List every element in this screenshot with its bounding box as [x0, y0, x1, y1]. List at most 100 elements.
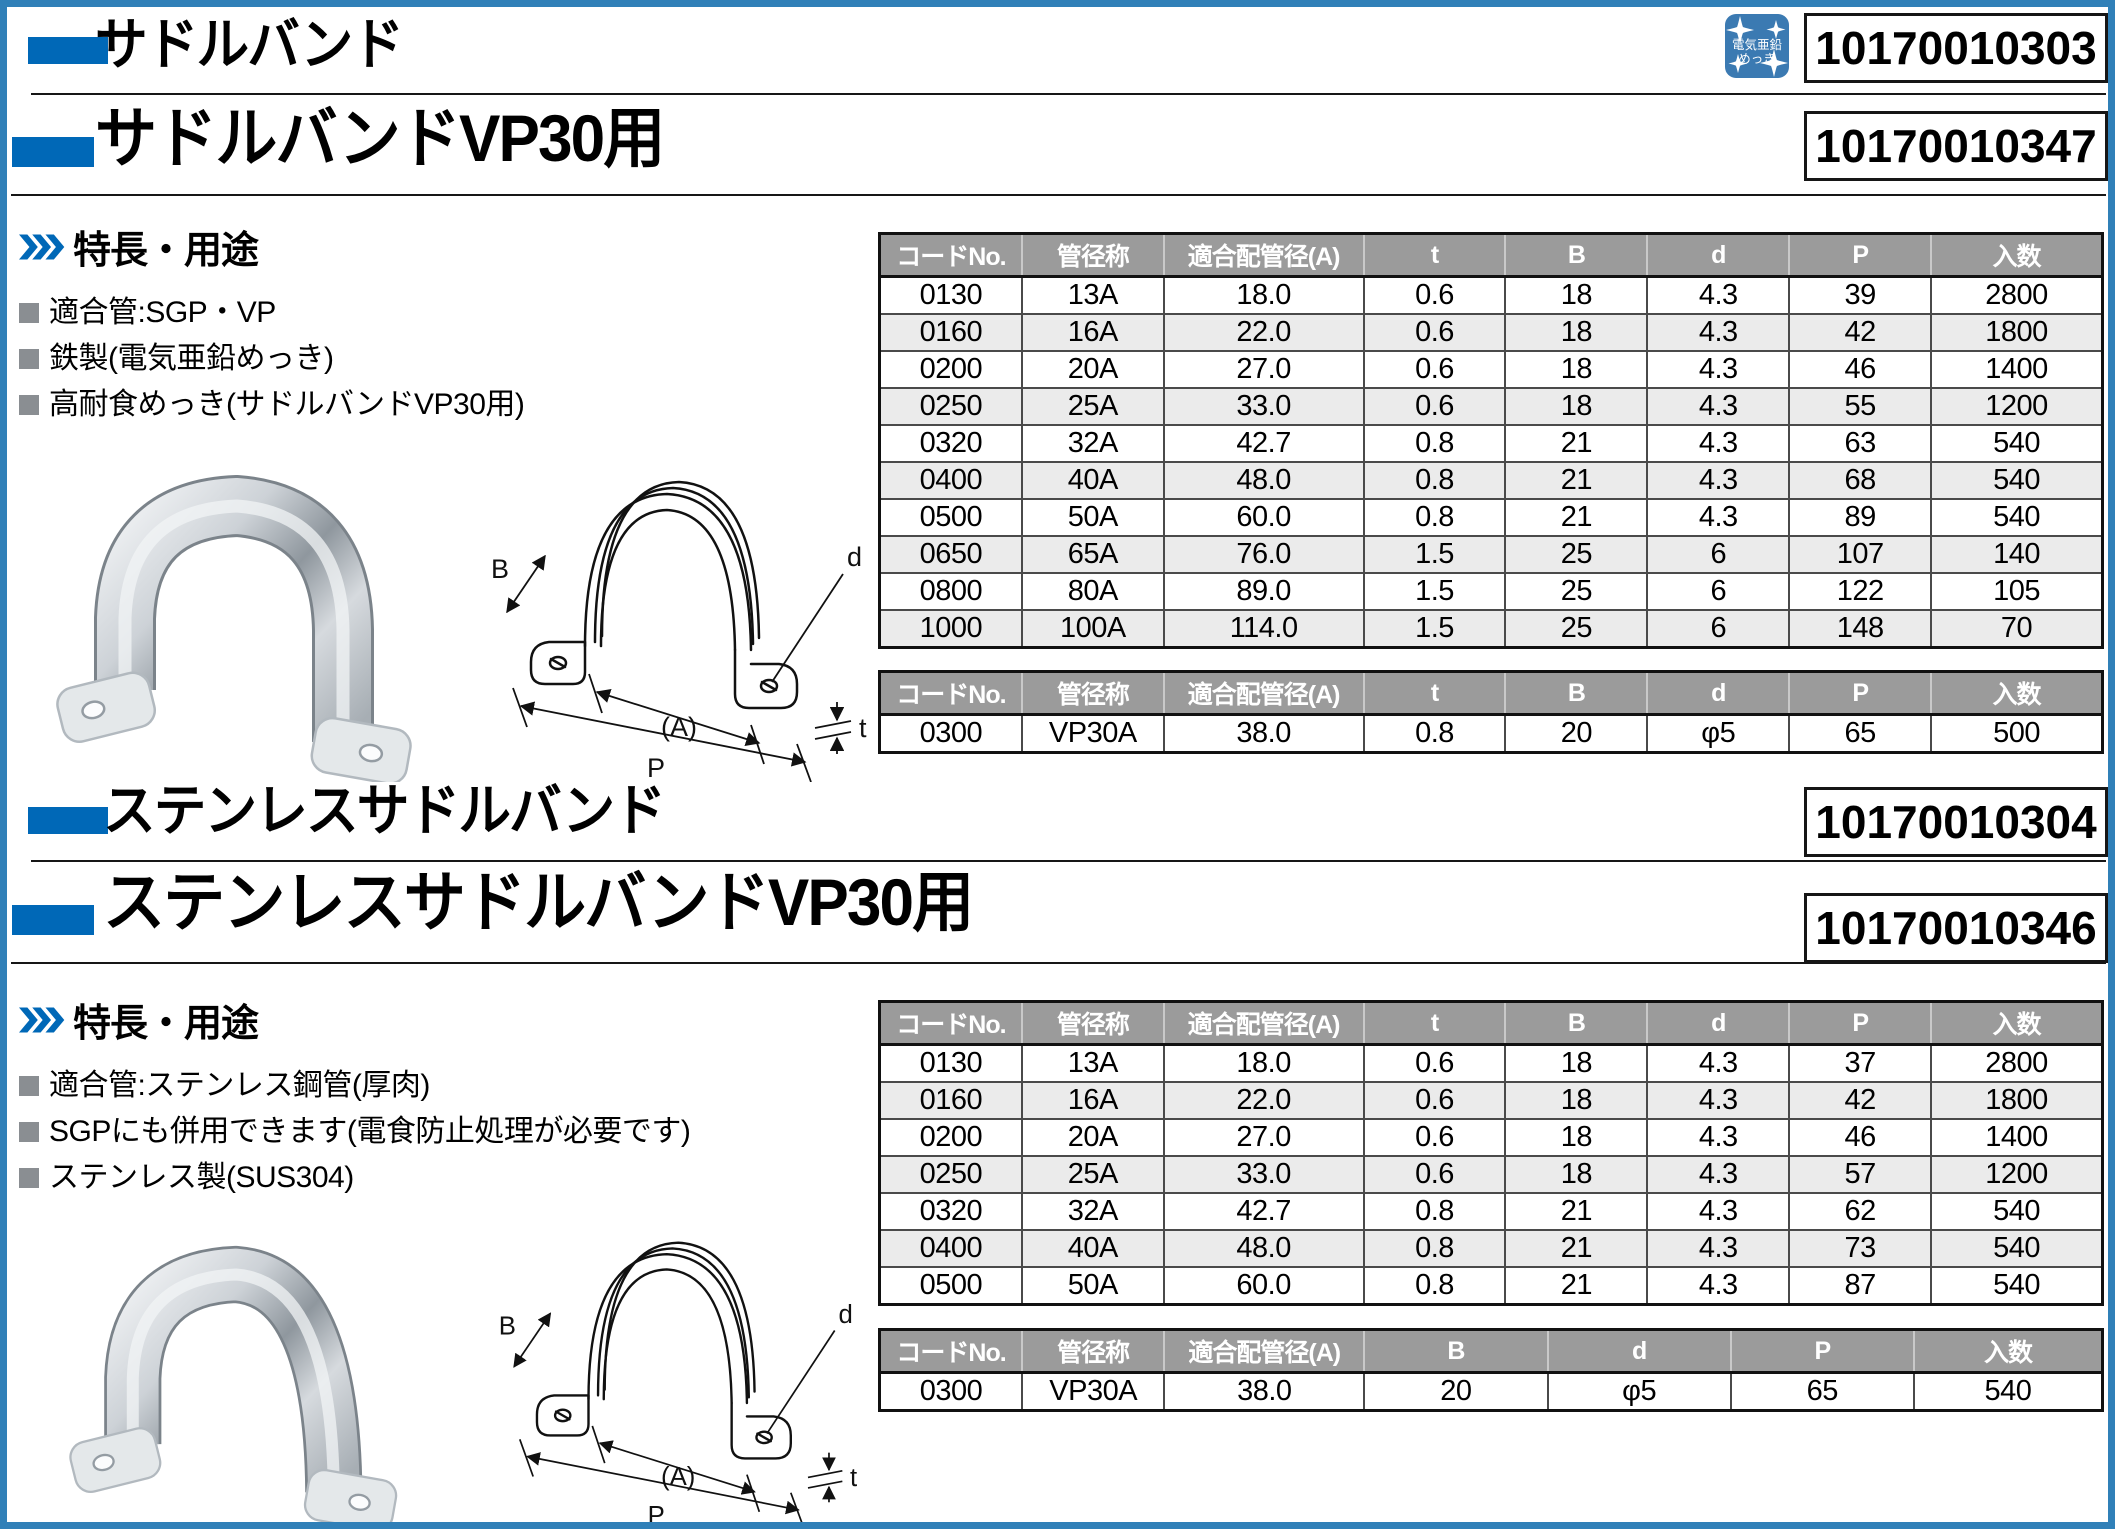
- table-cell: 0130: [879, 275, 1022, 314]
- column-header: d: [1546, 1329, 1731, 1374]
- table-cell: 25: [1504, 572, 1648, 610]
- table-cell: 38.0: [1163, 1371, 1365, 1411]
- table-cell: 20: [1363, 1371, 1548, 1411]
- table-row: 0320 32A 42.7 0.8 21 4.3 63 540: [879, 424, 2103, 462]
- section-divider: [11, 962, 2106, 964]
- table-row: 0160 16A 22.0 0.6 18 4.3 42 1800: [879, 1081, 2103, 1119]
- column-header: コードNo.: [879, 1329, 1023, 1374]
- column-header: P: [1729, 1329, 1914, 1374]
- column-header: 適合配管径(A): [1163, 1329, 1365, 1374]
- table-cell: 18: [1504, 387, 1648, 425]
- column-header: 管径称: [1021, 1329, 1165, 1374]
- table-cell: 0.6: [1362, 1118, 1506, 1156]
- badge-text-line1: 電気亜鉛: [1732, 37, 1783, 52]
- chevrons-icon: [19, 1006, 65, 1033]
- table-cell: 1.5: [1362, 609, 1506, 648]
- table-cell: 4.3: [1646, 1081, 1790, 1119]
- table-cell: 4.3: [1646, 387, 1790, 425]
- table-cell: 540: [1930, 1229, 2103, 1267]
- table-cell: 39: [1788, 275, 1932, 314]
- features-section: 特長・用途 適合管:ステンレス鋼管(厚肉) SGPにも併用できます(電食防止処理が…: [19, 992, 859, 1201]
- column-header: 入数: [1930, 1001, 2103, 1046]
- table-cell: 4.3: [1646, 350, 1790, 388]
- table-cell: 1.5: [1362, 572, 1506, 610]
- title-marker: [12, 137, 94, 167]
- table-cell: 0160: [879, 1081, 1022, 1119]
- column-header: P: [1788, 1001, 1932, 1046]
- table-row: 0400 40A 48.0 0.8 21 4.3 68 540: [879, 461, 2103, 499]
- table-cell: 0.6: [1362, 1043, 1506, 1082]
- table-cell: 32A: [1020, 1192, 1164, 1230]
- table-cell: 46: [1788, 350, 1932, 388]
- table-cell: 0.8: [1362, 461, 1506, 499]
- table-cell: 25A: [1020, 1155, 1164, 1193]
- table-cell: 37: [1788, 1043, 1932, 1082]
- table-cell: 25: [1504, 609, 1648, 648]
- saddle-band-photo: [56, 474, 412, 782]
- column-header: t: [1362, 671, 1506, 716]
- table-cell: 18: [1504, 1155, 1648, 1193]
- dim-label-b: B: [499, 1312, 516, 1340]
- table-row: 0400 40A 48.0 0.8 21 4.3 73 540: [879, 1229, 2103, 1267]
- column-header: t: [1362, 1001, 1506, 1046]
- table-cell: 0160: [879, 313, 1022, 351]
- table-cell: 65: [1729, 1371, 1914, 1411]
- column-header: 入数: [1912, 1329, 2103, 1374]
- column-header: B: [1504, 233, 1648, 278]
- table-cell: 4.3: [1646, 1118, 1790, 1156]
- table-cell: 21: [1504, 424, 1648, 462]
- table-cell: 0500: [879, 1266, 1022, 1305]
- table-cell: 0.8: [1362, 1192, 1506, 1230]
- product-code-box: 10170010347: [1804, 111, 2108, 181]
- table-cell: 1800: [1930, 313, 2103, 351]
- table-cell: 0200: [879, 350, 1022, 388]
- table-cell: 0.6: [1362, 275, 1506, 314]
- table-cell: 0.6: [1362, 1155, 1506, 1193]
- dim-label-a: (A): [661, 712, 697, 742]
- table-cell: 63: [1788, 424, 1932, 462]
- table-cell: 540: [1930, 424, 2103, 462]
- table-cell: 27.0: [1162, 350, 1364, 388]
- column-header: コードNo.: [879, 233, 1022, 278]
- table-cell: 27.0: [1162, 1118, 1364, 1156]
- table-cell: 140: [1930, 535, 2103, 573]
- table-cell: 33.0: [1162, 387, 1364, 425]
- feature-item: SGPにも併用できます(電食防止処理が必要です): [19, 1109, 859, 1155]
- feature-text: 適合管:ステンレス鋼管(厚肉): [49, 1069, 430, 1102]
- table-cell: 60.0: [1162, 1266, 1364, 1305]
- table-cell: 68: [1788, 461, 1932, 499]
- table-cell: 0300: [879, 713, 1022, 753]
- table-row: 0800 80A 89.0 1.5 25 6 122 105: [879, 572, 2103, 610]
- table-cell: 4.3: [1646, 461, 1790, 499]
- dim-label-t: t: [850, 1464, 857, 1492]
- table-cell: 4.3: [1646, 1266, 1790, 1305]
- table-cell: 42.7: [1162, 1192, 1364, 1230]
- table-cell: 1400: [1930, 1118, 2103, 1156]
- table-cell: 2800: [1930, 275, 2103, 314]
- title-marker: [28, 37, 108, 64]
- feature-text: 鉄製(電気亜鉛めっき): [49, 342, 334, 375]
- stainless-saddle-band-dimension-drawing: B d (A) P t: [499, 1241, 857, 1529]
- features-list: 適合管:ステンレス鋼管(厚肉) SGPにも併用できます(電食防止処理が必要です) ス…: [19, 1063, 859, 1201]
- table-cell: 42.7: [1162, 424, 1364, 462]
- feature-item: 鉄製(電気亜鉛めっき): [19, 336, 859, 382]
- table-cell: 540: [1912, 1371, 2103, 1411]
- table-cell: 4.3: [1646, 498, 1790, 536]
- features-heading-text: 特長・用途: [73, 230, 259, 272]
- bullet-square-icon: [19, 303, 39, 323]
- column-header: コードNo.: [879, 671, 1022, 716]
- table-cell: 87: [1788, 1266, 1932, 1305]
- table-cell: 0800: [879, 572, 1022, 610]
- table-cell: 4.3: [1646, 1229, 1790, 1267]
- dim-label-p: P: [648, 1502, 665, 1529]
- table-cell: 0250: [879, 387, 1022, 425]
- table-cell: 21: [1504, 1192, 1648, 1230]
- table-cell: 0650: [879, 535, 1022, 573]
- column-header: 適合配管径(A): [1162, 671, 1364, 716]
- column-header: P: [1788, 671, 1932, 716]
